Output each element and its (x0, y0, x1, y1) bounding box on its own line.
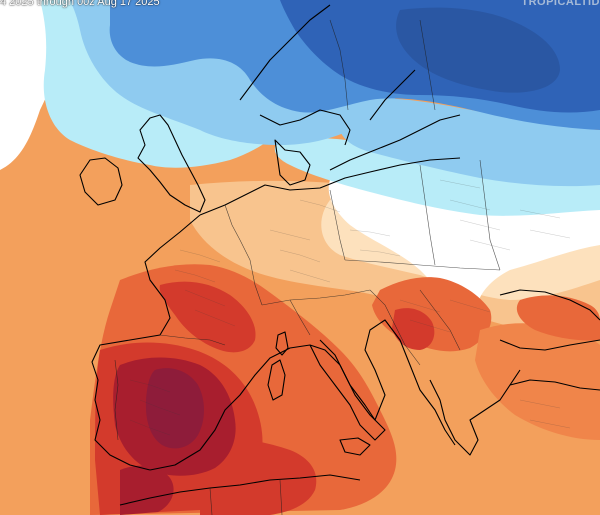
coast-north-continent (199, 157, 461, 216)
coast-atlantic (91, 214, 201, 471)
border-eastern-2 (419, 164, 436, 266)
border-balkans-2 (419, 289, 461, 351)
red-orange-southeast (475, 323, 600, 440)
deep-blue-core-2 (396, 7, 560, 93)
border-germany-poland (329, 189, 346, 261)
coast-italy (309, 339, 386, 441)
coast-sicily (339, 437, 371, 456)
border-eastern-1 (344, 259, 501, 271)
border-italy-north (289, 299, 311, 336)
border-north-africa (209, 479, 283, 515)
border-france-spain (159, 334, 226, 346)
border-eastern-3 (479, 159, 501, 271)
coast-baltic (329, 114, 461, 171)
coastlines (79, 4, 600, 506)
coast-great-britain (137, 114, 206, 213)
coast-scandinavia (239, 4, 416, 146)
dark-red-africa (120, 465, 174, 515)
country-borders (114, 19, 501, 515)
regional-borders (129, 179, 571, 436)
coast-corsica (275, 331, 289, 356)
regional-lines-south (399, 299, 571, 429)
coast-greece (429, 369, 521, 456)
border-balkans-1 (369, 289, 421, 366)
border-benelux (224, 204, 241, 241)
coast-sardinia (267, 359, 286, 401)
red-zone-france (159, 281, 256, 353)
coast-black-sea (499, 289, 600, 351)
regional-lines-central (269, 199, 401, 283)
regional-lines-east (439, 179, 571, 251)
coast-denmark (274, 139, 311, 186)
red-orange-east-edge (516, 295, 600, 341)
border-alps (261, 289, 371, 306)
coast-mediterranean (149, 319, 456, 471)
border-finland (419, 19, 436, 111)
coast-turkey (509, 379, 600, 391)
border-scandinavia (329, 19, 349, 111)
red-zone-north-africa (200, 438, 317, 515)
maroon-core (145, 368, 204, 449)
border-spain-portugal (114, 359, 119, 441)
light-blue-east (336, 97, 600, 187)
border-france-germany (239, 239, 263, 306)
regional-lines-west (129, 249, 236, 436)
coast-north-africa (119, 474, 361, 506)
coast-ireland (79, 157, 123, 206)
